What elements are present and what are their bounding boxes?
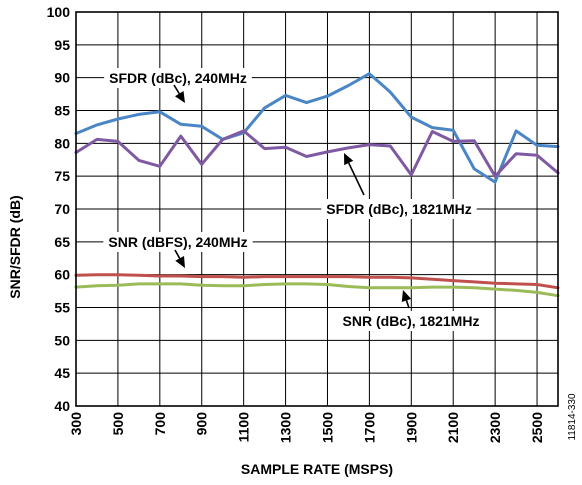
annotation-label-snr_240: SNR (dBFS), 240MHz: [108, 234, 247, 250]
annotation-boxes: SFDR (dBc), 240MHz SFDR (dBc), 1821MHz SNR…: [103, 68, 484, 331]
x-tick-label: 900: [194, 412, 210, 436]
x-tick-label: 500: [110, 412, 126, 436]
y-tick-label: 100: [47, 4, 71, 20]
annotation-arrow-head: [175, 91, 185, 103]
y-tick-label: 60: [54, 267, 70, 283]
y-tick-label: 50: [54, 332, 70, 348]
annotation-arrow-shaft: [406, 300, 409, 308]
figure-id: 11814-330: [567, 393, 578, 441]
y-tick-label: 40: [54, 398, 70, 414]
y-tick-label: 75: [54, 168, 70, 184]
y-tick-label: 85: [54, 103, 70, 119]
y-tick-label: 80: [54, 135, 70, 151]
series-line-sfdr_240: [76, 74, 558, 182]
annotation-arrow-head: [402, 290, 411, 302]
series-group: [76, 74, 558, 296]
y-tick-labels: 40 45 50 55 60 65 70 75 80 85 90 95 100: [47, 4, 71, 414]
x-tick-label: 1100: [236, 412, 252, 443]
y-tick-label: 95: [54, 37, 70, 53]
series-line-sfdr_1821: [76, 131, 558, 176]
y-tick-label: 90: [54, 70, 70, 86]
x-tick-label: 1300: [278, 412, 294, 443]
y-tick-label: 55: [54, 300, 70, 316]
x-tick-label: 1700: [361, 412, 377, 443]
annotation-label-sfdr_1821: SFDR (dBc), 1821MHz: [326, 201, 471, 217]
y-tick-label: 45: [54, 365, 70, 381]
annotation-label-snr_1821: SNR (dBc), 1821MHz: [343, 313, 480, 329]
annotation-label-sfdr_240: SFDR (dBc), 240MHz: [109, 70, 247, 86]
x-tick-label: 1900: [403, 412, 419, 443]
x-tick-label: 2300: [487, 412, 503, 443]
x-tick-label: 2100: [445, 412, 461, 443]
x-tick-label: 1500: [319, 412, 335, 443]
x-tick-label: 300: [68, 412, 84, 436]
x-tick-label: 2500: [529, 412, 545, 443]
x-tick-label: 700: [152, 412, 168, 436]
series-line-snr_1821: [76, 284, 558, 296]
x-tick-labels: 300 500 700 900 1100 1300 1500 1700 1900 2100 2300…: [68, 412, 545, 443]
annotation-arrow-shaft: [349, 163, 364, 195]
y-tick-label: 70: [54, 201, 70, 217]
x-axis-title: SAMPLE RATE (MSPS): [241, 461, 393, 477]
series-line-snr_240: [76, 275, 558, 288]
y-tick-label: 65: [54, 234, 70, 250]
y-axis-title: SNR/SFDR (dB): [7, 195, 23, 298]
